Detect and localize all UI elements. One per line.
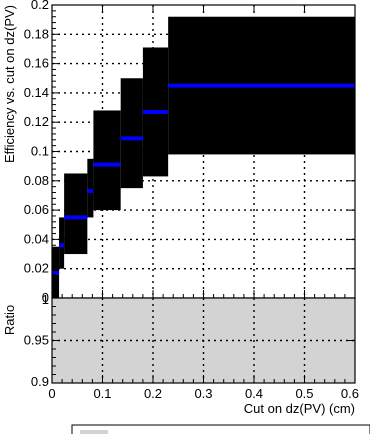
error-band	[64, 173, 88, 255]
x-tick-label: 0.6	[341, 386, 359, 401]
y-tick-label: 0.14	[24, 85, 49, 100]
ratio-y-tick-label: 0.9	[31, 374, 49, 389]
x-tick-label: 0	[48, 386, 55, 401]
y-tick-label: 0.12	[24, 114, 49, 129]
main-y-ticks: 0 0.02 0.04 0.06 0.08 0.1 0.12 0.14 0.16 0.18 0.2	[24, 0, 355, 305]
main-efficiency-points	[52, 83, 355, 276]
y-tick-label: 0.02	[24, 261, 49, 276]
y-tick-label: 0.08	[24, 173, 49, 188]
x-ticks: 0 0.1 0.2 0.3 0.4 0.5 0.6	[48, 5, 359, 401]
y-tick-label: 0.16	[24, 56, 49, 71]
legend-box	[71, 424, 370, 434]
x-tick-label: 0.1	[93, 386, 111, 401]
ratio-y-tick-label: 0.95	[24, 333, 49, 348]
y-tick-label: 0.04	[24, 231, 49, 246]
ratio-y-ticks: 0.9 0.95 1	[24, 292, 355, 389]
y-tick-label: 0.2	[31, 0, 49, 12]
x-tick-label: 0.4	[245, 386, 263, 401]
error-band	[59, 217, 65, 269]
x-axis-title: Cut on dz(PV) (cm)	[244, 401, 355, 416]
x-tick-label: 0.2	[144, 386, 162, 401]
main-y-axis-title: Efficiency vs. cut on dz(PV)	[2, 5, 17, 163]
legend-swatch	[80, 430, 108, 434]
x-tick-label: 0.3	[194, 386, 212, 401]
ratio-y-tick-label: 1	[42, 292, 49, 307]
error-band	[120, 78, 143, 189]
x-tick-label: 0.5	[295, 386, 313, 401]
y-tick-label: 0.1	[31, 144, 49, 159]
ratio-y-axis-title: Ratio	[2, 305, 17, 335]
ratio-panel-grid	[52, 298, 355, 383]
y-tick-label: 0.18	[24, 26, 49, 41]
error-band	[93, 110, 121, 211]
y-tick-label: 0.06	[24, 202, 49, 217]
error-band	[87, 158, 94, 218]
y-tick-label: 0	[42, 290, 49, 305]
main-error-bands	[52, 16, 355, 298]
